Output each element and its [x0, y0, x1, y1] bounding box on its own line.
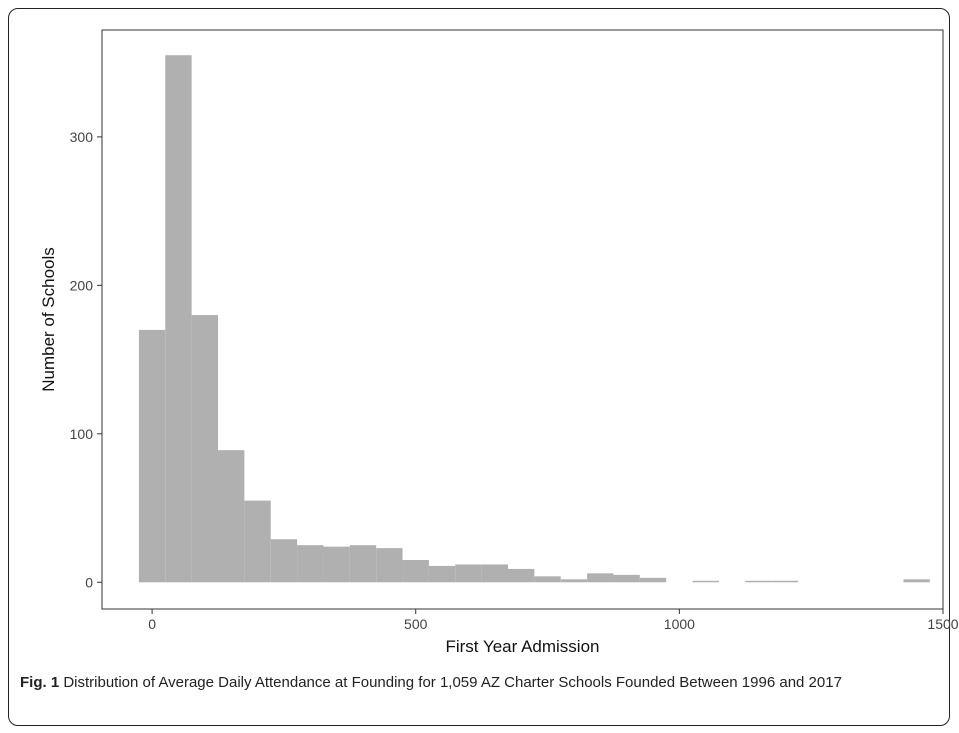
histogram-bar-0 — [138, 329, 166, 583]
histogram-bar-19 — [639, 577, 667, 583]
histogram-bar-1 — [165, 55, 192, 583]
y-tick-label-100: 100 — [70, 426, 94, 442]
y-tick-label-200: 200 — [70, 277, 94, 293]
figure-label: Fig. 1 — [20, 674, 60, 691]
histogram-bar-18 — [613, 574, 640, 583]
histogram-bar-15 — [534, 576, 561, 583]
caption-text: Distribution of Average Daily Attendance… — [59, 674, 842, 691]
histogram-bar-8 — [349, 545, 377, 583]
histogram-bars — [138, 55, 930, 583]
histogram-bar-10 — [402, 560, 429, 583]
x-axis: 0 500 1000 1500 — [148, 609, 959, 632]
histogram-bar-6 — [297, 545, 324, 583]
x-axis-label: First Year Admission — [445, 637, 599, 656]
histogram-bar-21 — [692, 580, 719, 583]
histogram-bar-17 — [587, 573, 614, 583]
histogram-bar-7 — [323, 546, 350, 583]
histogram-bar-9 — [376, 548, 403, 583]
histogram-bar-2 — [191, 315, 218, 583]
y-tick-label-0: 0 — [85, 574, 93, 590]
x-tick-label-1000: 1000 — [664, 616, 695, 632]
figure-caption: Fig. 1 Distribution of Average Daily Att… — [20, 672, 935, 694]
y-tick-label-300: 300 — [70, 129, 94, 145]
plot-panel-border — [101, 29, 944, 610]
histogram-bar-24 — [771, 580, 798, 583]
x-tick-label-1500: 1500 — [927, 616, 958, 632]
histogram-bar-11 — [428, 565, 456, 583]
y-axis-label: Number of Schools — [39, 247, 58, 392]
histogram-chart: 0 500 1000 1500 0 100 200 300 First Year Admis… — [39, 29, 959, 656]
y-axis: 0 100 200 300 — [70, 129, 102, 590]
histogram-bar-12 — [455, 564, 482, 583]
histogram-bar-3 — [218, 450, 245, 583]
histogram-bar-5 — [270, 539, 298, 583]
histogram-bar-13 — [481, 564, 508, 583]
histogram-bar-4 — [244, 500, 271, 583]
histogram-bar-14 — [508, 568, 535, 583]
histogram-bar-16 — [560, 579, 588, 583]
histogram-bar-29 — [903, 579, 930, 583]
histogram-bar-23 — [745, 580, 772, 583]
x-tick-label-0: 0 — [148, 616, 156, 632]
x-tick-label-500: 500 — [404, 616, 428, 632]
